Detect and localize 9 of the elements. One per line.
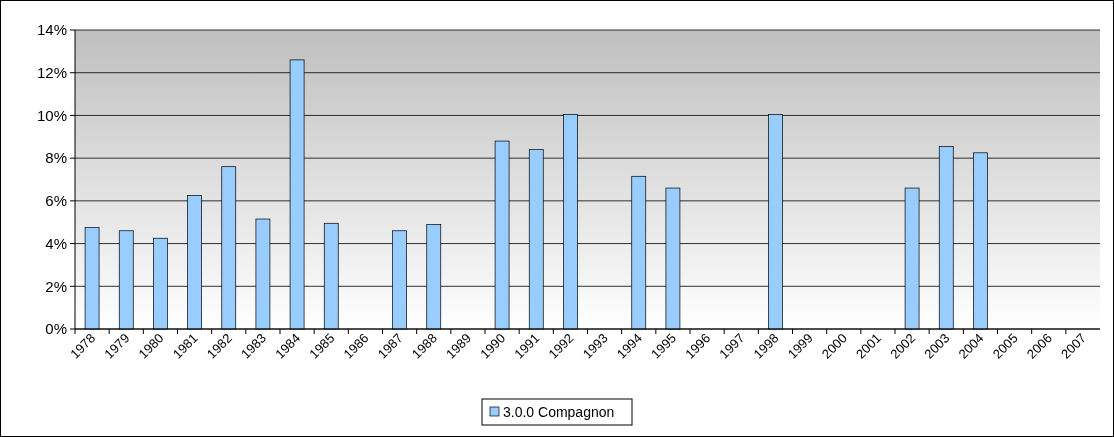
y-tick-label: 14% (36, 21, 67, 39)
y-tick-label: 0% (45, 320, 67, 338)
y-tick-label: 10% (36, 106, 67, 124)
y-tick-label: 6% (45, 192, 67, 210)
y-tick-label: 2% (45, 277, 67, 295)
y-tick-label: 12% (36, 63, 67, 81)
y-tick-label: 4% (45, 234, 67, 252)
legend-label: 3.0.0 Compagnon (503, 403, 615, 420)
y-tick-label: 8% (45, 149, 67, 167)
